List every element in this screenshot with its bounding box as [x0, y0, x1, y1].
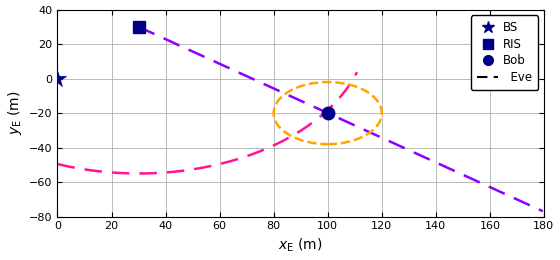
Y-axis label: $y_{\mathrm{E}}$ (m): $y_{\mathrm{E}}$ (m) [6, 91, 24, 135]
X-axis label: $x_{\mathrm{E}}$ (m): $x_{\mathrm{E}}$ (m) [278, 237, 323, 255]
Legend: BS, RIS, Bob,   Eve: BS, RIS, Bob, Eve [471, 15, 538, 90]
